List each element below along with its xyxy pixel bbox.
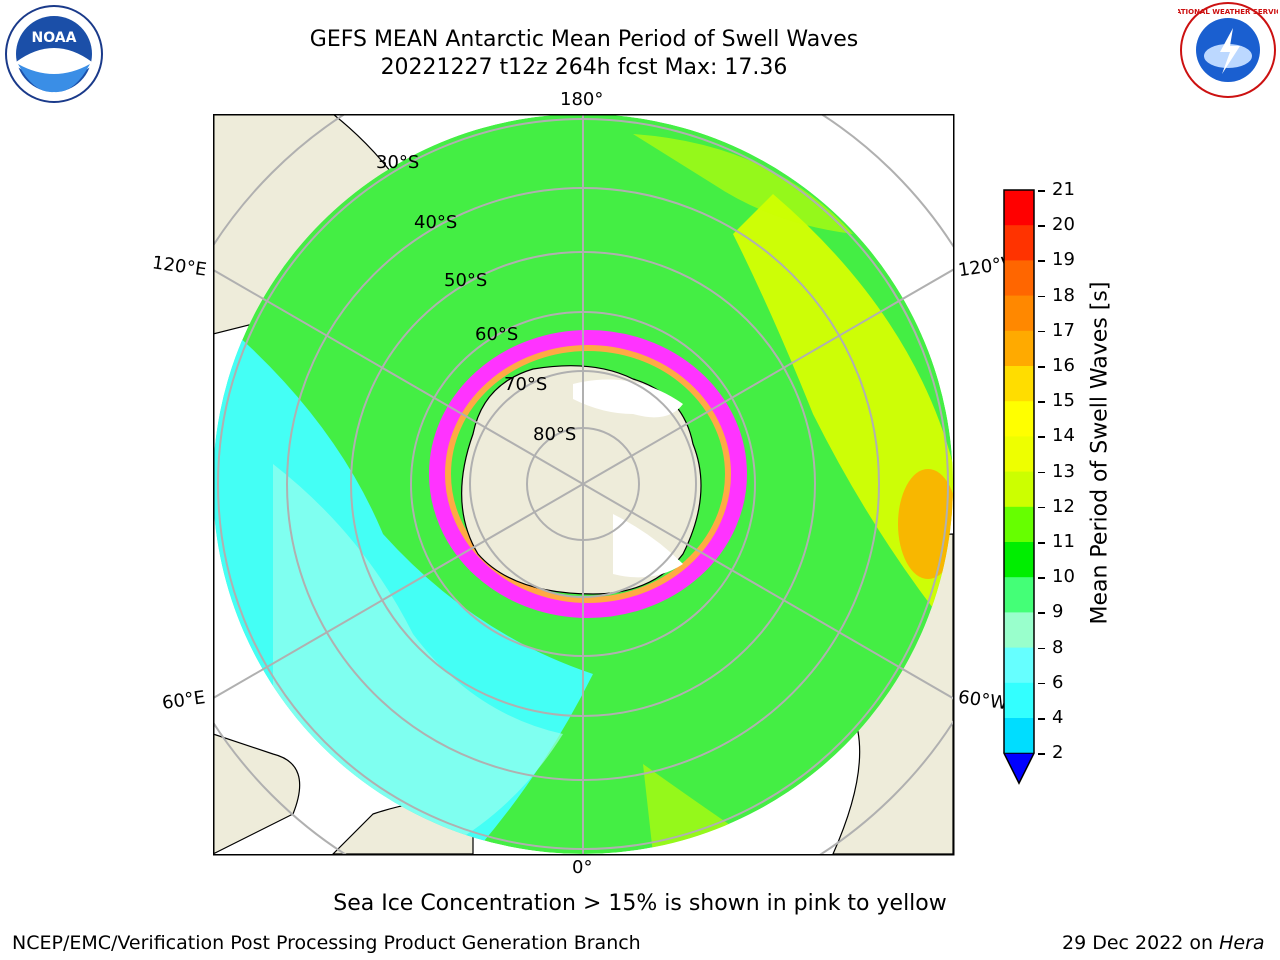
colorbar-tick-mark — [1038, 295, 1045, 298]
colorbar-tick-mark — [1038, 682, 1045, 685]
colorbar-under-arrow — [1003, 752, 1035, 785]
colorbar-segment — [1004, 225, 1034, 261]
lon-label-60e: 60°E — [160, 687, 207, 714]
colorbar-tick-label: 13 — [1052, 460, 1075, 482]
colorbar-tick-label: 2 — [1052, 742, 1064, 764]
svg-text:NOAA: NOAA — [32, 30, 77, 46]
lat-label-40s: 40°S — [414, 212, 458, 233]
colorbar-tick-label: 15 — [1052, 390, 1075, 412]
colorbar-tick-mark — [1038, 330, 1045, 333]
lat-label-30s: 30°S — [376, 152, 420, 173]
lat-label-70s: 70°S — [504, 374, 548, 395]
colorbar-tick-mark — [1038, 612, 1045, 614]
colorbar-tick-label: 12 — [1052, 495, 1075, 517]
sea-ice-ring — [429, 330, 747, 618]
lon-label-180: 180° — [560, 89, 604, 110]
lat-label-60s: 60°S — [475, 324, 519, 345]
colorbar-tick-mark — [1038, 190, 1045, 192]
colorbar-tick-label: 18 — [1052, 284, 1075, 306]
footer-date: 29 Dec 2022 on Hera — [1062, 932, 1265, 954]
colorbar-tick-label: 4 — [1052, 707, 1064, 728]
colorbar-segment — [1004, 542, 1034, 578]
colorbar-label: Mean Period of Swell Waves [s] — [1087, 281, 1113, 625]
colorbar-segment — [1004, 260, 1034, 297]
sea-ice-caption: Sea Ice Concentration > 15% is shown in … — [333, 891, 947, 916]
colorbar-segment — [1004, 682, 1034, 719]
national-weather-service-logo: NATIONAL WEATHER SERVICE — [1170, 0, 1280, 104]
colorbar-tick-label: 14 — [1052, 425, 1075, 447]
colorbar-tick-label: 17 — [1052, 319, 1075, 341]
map-subtitle: 20221227 t12z 264h fcst Max: 17.36 — [380, 55, 788, 80]
colorbar-segment — [1004, 471, 1034, 508]
colorbar-tick-mark — [1038, 225, 1045, 227]
colorbar-tick-label: 20 — [1052, 214, 1075, 236]
colorbar-tick-mark — [1038, 647, 1045, 650]
colorbar-segment — [1004, 401, 1034, 437]
colorbar-tick-label: 9 — [1052, 601, 1064, 623]
colorbar-tick-label: 8 — [1052, 636, 1064, 658]
map-frame — [213, 114, 955, 856]
colorbar-tick-label: 21 — [1052, 179, 1075, 200]
lat-label-80s: 80°S — [533, 424, 577, 445]
colorbar-segment — [1004, 330, 1034, 367]
colorbar-tick-label: 19 — [1052, 249, 1075, 271]
colorbar-segment — [1004, 718, 1034, 754]
lat-label-50s: 50°S — [444, 270, 488, 291]
colorbar-segment — [1004, 190, 1034, 226]
svg-text:NATIONAL WEATHER SERVICE: NATIONAL WEATHER SERVICE — [1178, 8, 1278, 16]
colorbar-segment — [1004, 612, 1034, 649]
colorbar-tick-mark — [1038, 436, 1045, 438]
colorbar-segment — [1004, 647, 1034, 684]
colorbar-tick-mark — [1038, 753, 1045, 755]
colorbar-tick-mark — [1038, 506, 1045, 509]
colorbar — [1000, 186, 1040, 790]
footer-date-text: 29 Dec 2022 on — [1062, 932, 1214, 954]
colorbar-tick-mark — [1038, 718, 1045, 720]
colorbar-tick-mark — [1038, 260, 1045, 262]
map-title: GEFS MEAN Antarctic Mean Period of Swell… — [309, 27, 859, 52]
colorbar-segment — [1004, 295, 1034, 332]
meridian-lines — [213, 114, 953, 854]
colorbar-tick-mark — [1038, 577, 1045, 579]
colorbar-segment — [1004, 506, 1034, 543]
footer-credit: NCEP/EMC/Verification Post Processing Pr… — [12, 932, 641, 954]
colorbar-tick-label: 16 — [1052, 355, 1075, 376]
colorbar-segment — [1004, 366, 1034, 402]
colorbar-segment — [1004, 577, 1034, 613]
colorbar-segment — [1004, 436, 1034, 473]
colorbar-tick-label: 6 — [1052, 671, 1064, 693]
noaa-logo: NOAA — [4, 4, 104, 108]
polar-map — [213, 114, 955, 860]
colorbar-tick-label: 10 — [1052, 566, 1075, 588]
lon-label-0: 0° — [572, 857, 593, 878]
colorbar-tick-mark — [1038, 471, 1045, 474]
colorbar-tick-mark — [1038, 542, 1045, 544]
footer-host: Hera — [1219, 932, 1265, 954]
colorbar-tick-mark — [1038, 401, 1045, 403]
colorbar-tick-mark — [1038, 366, 1045, 368]
colorbar-outline — [1003, 189, 1035, 785]
lon-label-120e: 120°E — [150, 252, 208, 281]
colorbar-tick-label: 11 — [1052, 531, 1075, 552]
